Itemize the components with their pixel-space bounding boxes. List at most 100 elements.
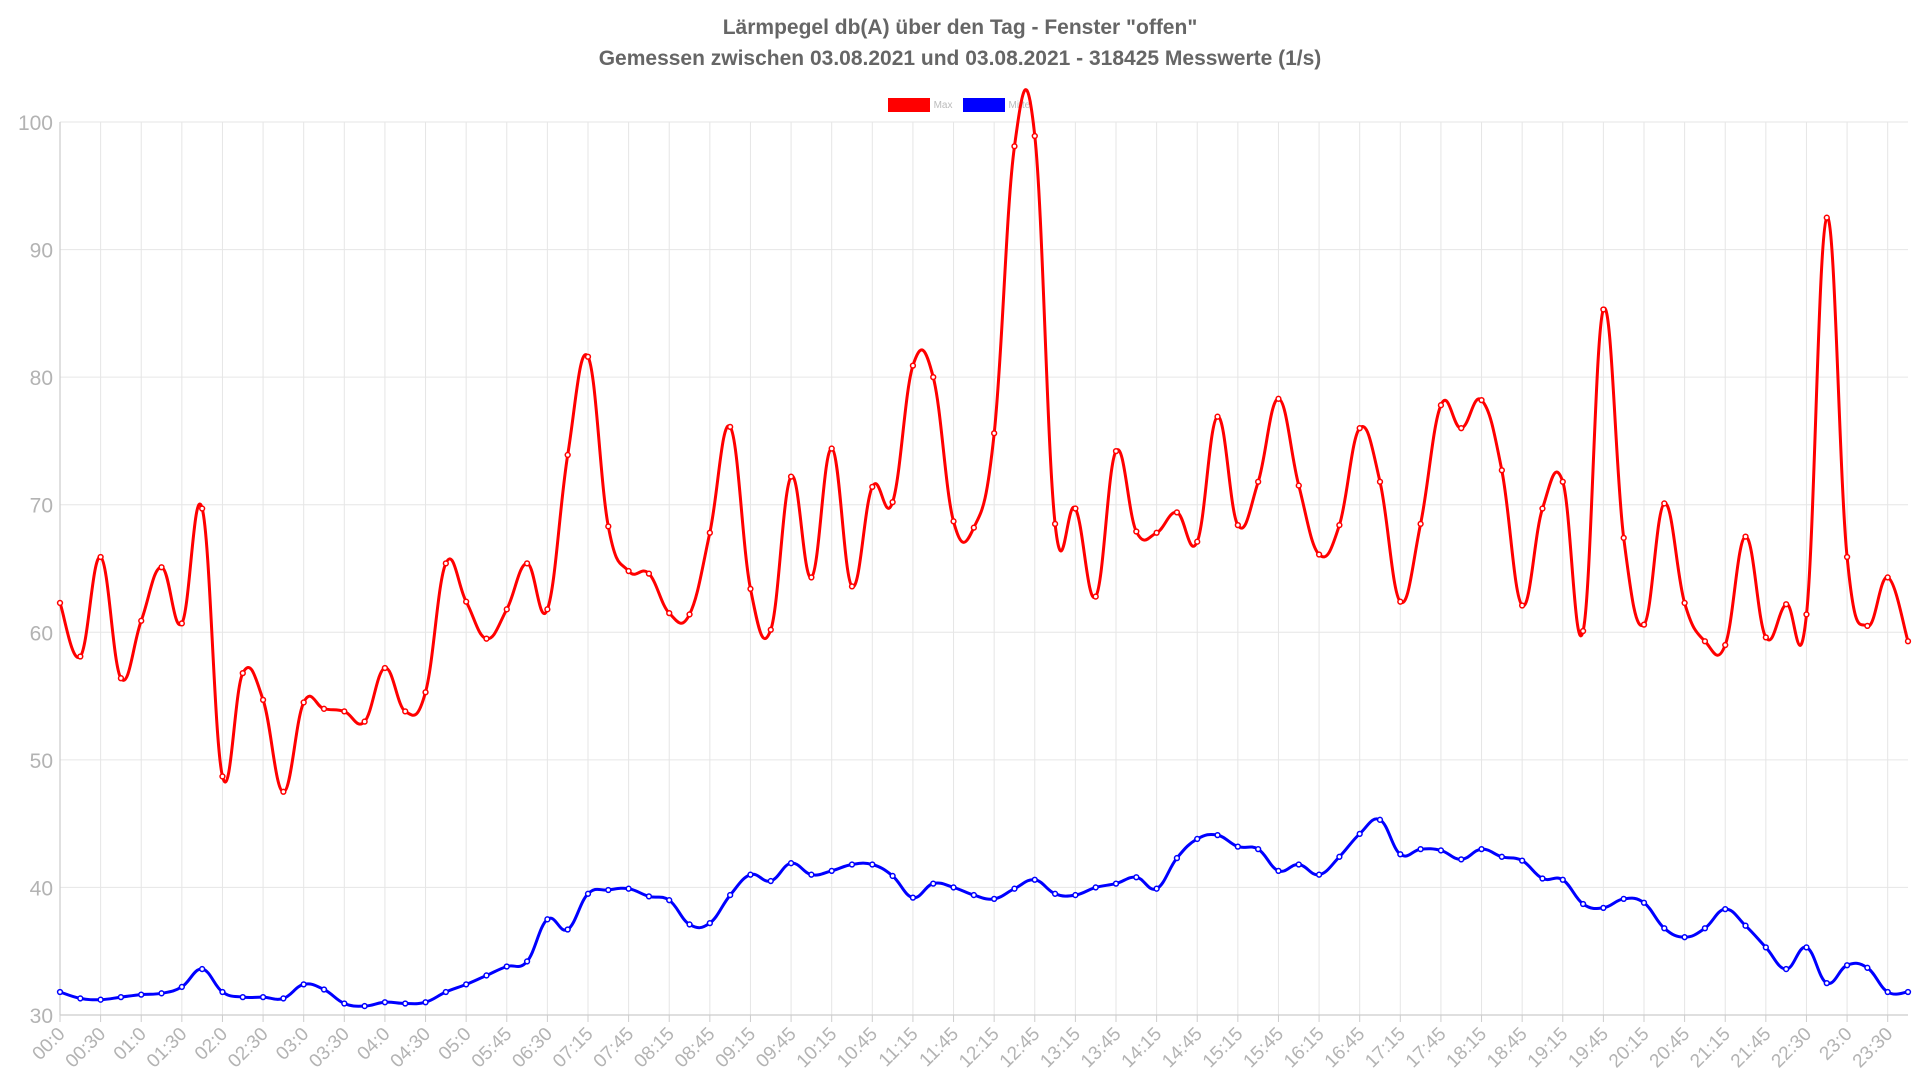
data-point-mittel bbox=[1376, 816, 1384, 823]
x-tick-label: 13:45 bbox=[1077, 1024, 1125, 1072]
data-point-mittel bbox=[158, 990, 165, 997]
data-point-mittel bbox=[381, 999, 389, 1006]
y-tick-label: 40 bbox=[30, 877, 53, 900]
data-point-max bbox=[239, 669, 246, 677]
data-point-mittel bbox=[828, 867, 835, 874]
data-point-mittel bbox=[483, 972, 490, 979]
data-point-mittel bbox=[767, 877, 774, 885]
x-tick-label: 03:30 bbox=[305, 1024, 353, 1072]
data-point-mittel bbox=[117, 993, 125, 1001]
data-point-max bbox=[442, 560, 449, 567]
data-point-max bbox=[320, 705, 328, 712]
data-point-mittel bbox=[1072, 891, 1079, 899]
x-tick-label: 10:15 bbox=[793, 1024, 841, 1072]
data-point-mittel bbox=[889, 872, 896, 880]
data-point-mittel bbox=[666, 897, 673, 904]
data-point-max bbox=[1620, 534, 1627, 542]
data-point-max bbox=[1153, 529, 1160, 536]
data-point-mittel bbox=[97, 996, 104, 1003]
data-point-max bbox=[138, 617, 145, 624]
data-point-mittel bbox=[747, 871, 754, 878]
data-point-max bbox=[56, 599, 64, 607]
data-point-mittel bbox=[1722, 905, 1729, 913]
data-point-max bbox=[625, 567, 632, 575]
data-point-max bbox=[1559, 478, 1566, 485]
data-point-mittel bbox=[1762, 944, 1769, 951]
data-point-max bbox=[1133, 528, 1140, 535]
data-point-max bbox=[645, 570, 653, 577]
x-tick-label: 08:45 bbox=[671, 1024, 719, 1072]
data-point-max bbox=[1803, 611, 1810, 618]
data-point-max bbox=[889, 499, 896, 506]
x-tick-label: 16:15 bbox=[1280, 1024, 1328, 1072]
data-point-max bbox=[1519, 602, 1526, 609]
data-point-mittel bbox=[584, 890, 592, 897]
data-point-mittel bbox=[138, 991, 145, 998]
y-tick-label: 60 bbox=[30, 622, 53, 645]
data-point-max bbox=[686, 611, 693, 618]
data-point-max bbox=[1843, 553, 1851, 561]
data-point-max bbox=[1742, 533, 1749, 540]
data-point-mittel bbox=[1275, 867, 1282, 874]
legend-swatch-mittel bbox=[962, 98, 1005, 112]
data-point-mittel bbox=[259, 993, 267, 1001]
data-point-mittel bbox=[1315, 871, 1323, 878]
data-point-mittel bbox=[1823, 979, 1830, 987]
data-point-max bbox=[767, 626, 774, 633]
data-point-max bbox=[1823, 214, 1830, 221]
data-point-mittel bbox=[1356, 830, 1363, 837]
data-point-mittel bbox=[1133, 874, 1140, 881]
x-tick-label: 11:45 bbox=[916, 1024, 963, 1071]
data-point-mittel bbox=[1336, 853, 1343, 860]
x-tick-label: 09:45 bbox=[752, 1024, 800, 1072]
data-point-mittel bbox=[1864, 964, 1871, 971]
y-tick-label: 80 bbox=[30, 367, 53, 390]
data-point-max bbox=[1661, 500, 1668, 507]
x-tick-label: 10:45 bbox=[833, 1024, 881, 1072]
data-point-mittel bbox=[1295, 861, 1302, 868]
data-point-max bbox=[564, 451, 571, 459]
data-point-max bbox=[1904, 638, 1912, 645]
data-point-max bbox=[381, 664, 389, 672]
data-point-max bbox=[808, 574, 815, 581]
data-point-mittel bbox=[1498, 853, 1505, 860]
data-point-max bbox=[361, 718, 368, 725]
data-point-max bbox=[117, 675, 125, 682]
data-point-max bbox=[199, 505, 206, 512]
data-point-max bbox=[1437, 402, 1445, 409]
data-point-max bbox=[1640, 621, 1648, 628]
data-point-max bbox=[930, 373, 937, 381]
data-point-max bbox=[483, 635, 490, 642]
legend-label-max: Max bbox=[933, 99, 953, 111]
data-point-max bbox=[219, 773, 226, 780]
data-point-mittel bbox=[1153, 885, 1160, 892]
y-tick-label: 90 bbox=[30, 240, 53, 263]
data-point-mittel bbox=[442, 988, 449, 996]
data-point-max bbox=[1397, 598, 1404, 605]
data-point-mittel bbox=[178, 983, 185, 991]
legend-item-max[interactable]: Max bbox=[887, 98, 953, 112]
x-tick-label: 22:30 bbox=[1768, 1024, 1816, 1072]
x-tick-label: 18:45 bbox=[1483, 1024, 1531, 1072]
x-tick-label: 18:15 bbox=[1443, 1024, 1491, 1072]
data-point-max bbox=[1112, 447, 1120, 455]
data-point-mittel bbox=[56, 988, 64, 996]
data-point-mittel bbox=[645, 893, 653, 900]
data-point-max bbox=[422, 689, 429, 696]
data-point-max bbox=[97, 553, 104, 561]
data-point-mittel bbox=[808, 871, 815, 878]
data-point-max bbox=[503, 606, 510, 613]
data-point-mittel bbox=[1519, 857, 1526, 864]
data-point-mittel bbox=[1661, 925, 1668, 932]
data-point-mittel bbox=[625, 885, 632, 892]
x-tick-label: 15:15 bbox=[1199, 1024, 1247, 1072]
data-point-mittel bbox=[950, 884, 957, 891]
data-point-max bbox=[1600, 306, 1607, 313]
data-point-mittel bbox=[523, 958, 531, 965]
data-point-max bbox=[463, 598, 470, 605]
data-point-mittel bbox=[77, 995, 84, 1002]
y-tick-label: 30 bbox=[30, 1005, 53, 1028]
x-tick-label: 21:45 bbox=[1727, 1024, 1775, 1072]
data-point-max bbox=[1336, 521, 1343, 529]
